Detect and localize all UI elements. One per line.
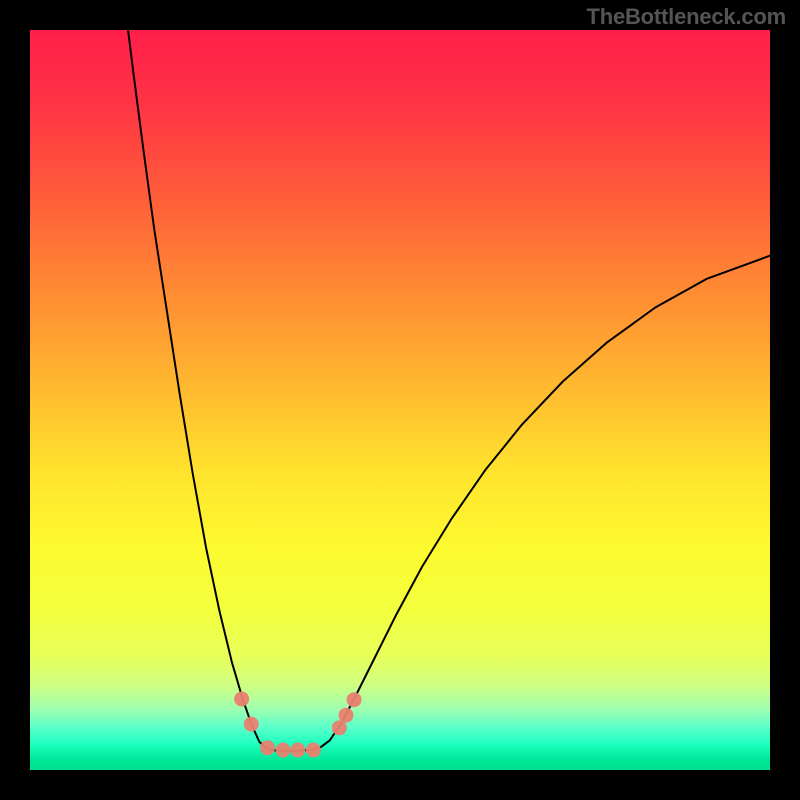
marker-point: [290, 743, 305, 758]
marker-point: [244, 717, 259, 732]
bottleneck-chart: [0, 0, 800, 800]
chart-container: TheBottleneck.com: [0, 0, 800, 800]
watermark-label: TheBottleneck.com: [586, 4, 786, 30]
marker-point: [234, 691, 249, 706]
chart-background: [30, 30, 770, 770]
marker-point: [347, 692, 362, 707]
marker-point: [306, 743, 321, 758]
marker-point: [260, 740, 275, 755]
marker-point: [338, 708, 353, 723]
marker-point: [276, 743, 291, 758]
